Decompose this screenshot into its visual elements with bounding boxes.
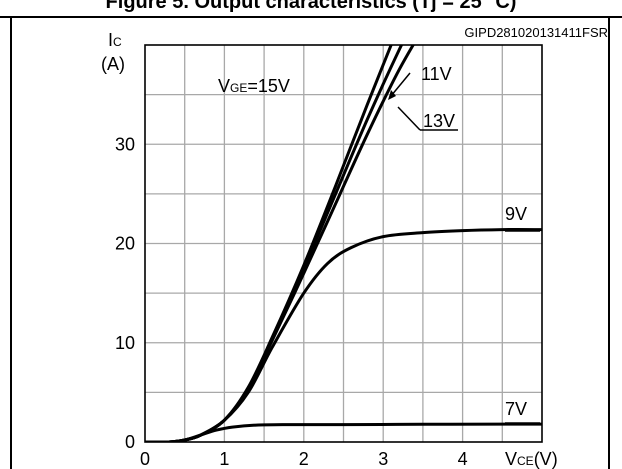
legend-label-vge-sub: GE [230, 81, 247, 95]
leader-arrow-11v [388, 90, 396, 100]
labels: 0 1 2 3 4 0 10 20 30 [115, 72, 540, 469]
x-tick-label: 0 [140, 449, 150, 469]
x-tick-label: 4 [458, 449, 468, 469]
legend-label-vge-value: =15V [247, 76, 290, 96]
curve-7v [145, 422, 542, 442]
x-tick-label: 2 [299, 449, 309, 469]
y-tick-label: 30 [115, 134, 135, 154]
y-tick-label: 20 [115, 234, 135, 254]
label-7v: 7V [505, 399, 527, 419]
y-axis-label-sub: C [113, 35, 122, 49]
curves [145, 45, 542, 442]
figure-caption: Figure 5. Output characteristics (Tj = 2… [105, 0, 517, 13]
y-tick-label: 10 [115, 333, 135, 353]
label-13v: 13V [423, 111, 455, 131]
label-11v: 11V [421, 64, 452, 84]
y-tick-label: 0 [125, 432, 135, 452]
leader-line-13v [397, 106, 421, 131]
grid [144, 44, 543, 443]
x-axis-label: VCE(V) [505, 449, 558, 469]
curve-13v [145, 45, 404, 442]
y-axis-unit: (A) [101, 54, 125, 74]
plot-area-border [144, 44, 543, 443]
figure-code: GIPD281020131411FSR [464, 25, 608, 40]
y-axis-label: IC [108, 30, 122, 50]
x-axis-label-unit: (V) [534, 449, 558, 469]
x-tick-label: 1 [219, 449, 229, 469]
x-axis-label-main: V [505, 449, 517, 469]
x-tick-label: 3 [378, 449, 388, 469]
x-axis-label-sub: CE [517, 454, 534, 468]
leader-line-11v [390, 72, 411, 97]
label-9v: 9V [505, 204, 527, 224]
legend-label-vge-prefix: V [218, 76, 230, 96]
figure-caption-bar: Figure 5. Output characteristics (Tj = 2… [0, 0, 622, 18]
legend-label-vge-15v: VGE=15V [218, 76, 290, 96]
figure-frame [10, 16, 610, 469]
y-axis-label-main: I [108, 30, 113, 50]
